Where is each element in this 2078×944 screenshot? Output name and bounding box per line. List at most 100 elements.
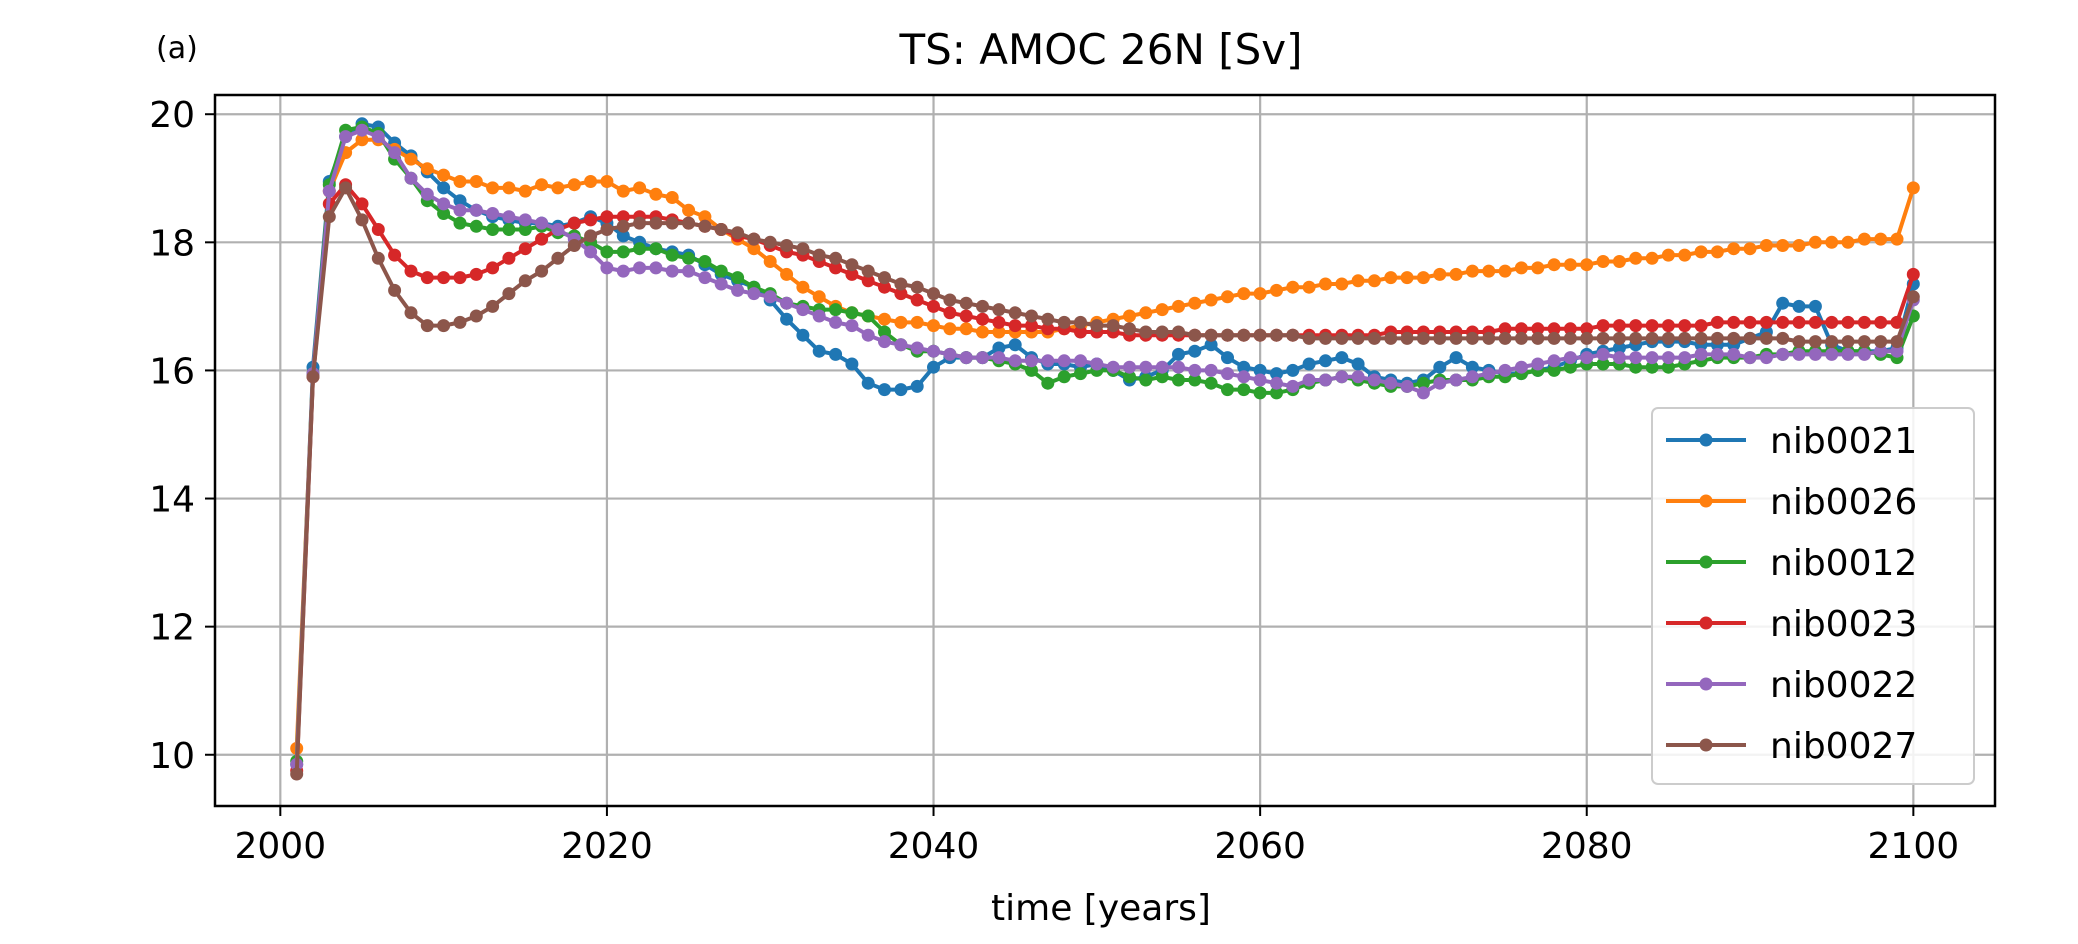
data-point [1270, 283, 1283, 297]
data-point [1759, 331, 1773, 345]
data-point [1874, 315, 1888, 329]
data-point [1057, 354, 1071, 368]
data-point [1710, 331, 1724, 345]
data-point [453, 203, 467, 217]
data-point [1351, 274, 1365, 288]
data-point [1172, 373, 1185, 387]
data-point [1678, 331, 1692, 345]
data-point [959, 296, 973, 310]
data-point [1792, 239, 1806, 252]
data-point [1710, 245, 1724, 259]
data-point [486, 223, 500, 236]
data-point [1302, 373, 1316, 387]
data-point [1776, 315, 1790, 329]
data-point [1090, 357, 1104, 371]
data-point [1237, 328, 1251, 342]
chart-title: TS: AMOC 26N [Sv] [898, 25, 1302, 74]
data-point [943, 347, 957, 361]
data-point [1025, 309, 1038, 323]
data-point [1253, 373, 1267, 387]
data-point [1547, 363, 1561, 377]
x-axis-label: time [years] [991, 888, 1211, 929]
data-point [1514, 331, 1528, 345]
data-point [1270, 367, 1283, 381]
data-point [731, 283, 745, 297]
data-point [1874, 344, 1888, 358]
data-point [1857, 335, 1871, 349]
data-point [845, 267, 859, 281]
data-point [1319, 373, 1332, 387]
data-point [1123, 370, 1136, 384]
data-point [1645, 319, 1659, 333]
data-point [1139, 360, 1153, 374]
data-point [1841, 315, 1855, 329]
data-point [1057, 315, 1071, 329]
data-point [1890, 344, 1904, 358]
data-point [1857, 315, 1871, 329]
data-point [1776, 347, 1790, 361]
data-point [1841, 347, 1855, 361]
data-point [992, 303, 1006, 317]
data-point [910, 315, 924, 329]
data-point [420, 162, 434, 176]
data-point [1759, 351, 1773, 365]
x-tick-label: 2060 [1214, 826, 1306, 867]
data-point [682, 203, 696, 217]
x-tick-label: 2080 [1541, 826, 1633, 867]
data-point [1221, 328, 1234, 342]
data-point [535, 216, 549, 230]
data-point [1025, 354, 1038, 368]
series-line [294, 182, 1916, 771]
data-point [1384, 331, 1398, 345]
data-point [1580, 331, 1594, 345]
data-point [1465, 360, 1479, 374]
data-point [1074, 315, 1087, 329]
legend-swatch-marker [1699, 433, 1713, 447]
data-point [1661, 331, 1675, 345]
data-point [1221, 383, 1234, 397]
data-point [1367, 274, 1381, 288]
data-point [1465, 370, 1479, 384]
data-point [1776, 331, 1790, 345]
data-point [1286, 280, 1300, 294]
data-point [698, 271, 712, 285]
legend-item: nib0021 [1666, 421, 1917, 462]
data-point [861, 264, 875, 278]
data-point [1629, 351, 1643, 365]
data-point [584, 245, 598, 259]
data-point [518, 274, 532, 288]
x-tick-label: 2040 [888, 826, 980, 867]
legend-item: nib0022 [1666, 665, 1917, 706]
data-point [1563, 331, 1577, 345]
data-point [1008, 319, 1022, 333]
data-point [927, 344, 940, 358]
data-point [502, 287, 516, 301]
data-point [1172, 325, 1185, 339]
data-point [878, 312, 891, 326]
data-point [1612, 255, 1626, 268]
data-point [1547, 354, 1561, 368]
data-point [1629, 251, 1643, 265]
data-point [1416, 331, 1430, 345]
data-point [1204, 328, 1218, 342]
data-point [1596, 357, 1610, 371]
series-line [294, 185, 1916, 775]
data-point [502, 181, 516, 195]
data-point [1123, 360, 1136, 374]
y-tick-label: 14 [149, 480, 195, 521]
data-point [845, 357, 859, 371]
data-point [1188, 344, 1202, 358]
data-point [1400, 271, 1414, 285]
data-point [616, 184, 630, 198]
data-point [731, 271, 745, 285]
data-point [1008, 338, 1022, 352]
data-point [1498, 331, 1512, 345]
data-point [1661, 319, 1675, 333]
data-point [698, 219, 712, 233]
data-point [371, 251, 385, 265]
data-point [1155, 325, 1169, 339]
data-point [894, 277, 908, 291]
data-point [1759, 315, 1773, 329]
data-point [1155, 303, 1169, 317]
data-point [437, 168, 451, 182]
